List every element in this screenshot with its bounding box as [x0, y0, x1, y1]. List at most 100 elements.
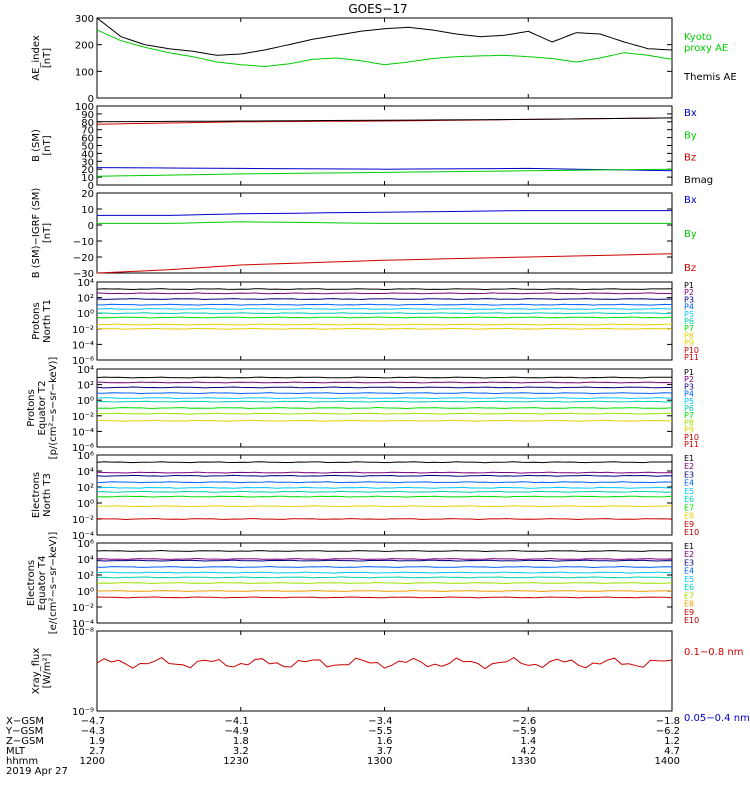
y-axis-label: AE_index[nT]	[31, 35, 53, 81]
panel-4: 10⁻⁶ 10⁻⁴ 10⁻² 10⁰ 10² 10⁴ ProtonsEquator T2[p…	[26, 357, 699, 460]
x-axis-value: −2.6	[512, 716, 536, 727]
y-tick-label: 80	[81, 118, 94, 129]
y-tick-label: 10	[81, 205, 94, 216]
y-tick-label: 10⁻²	[72, 515, 94, 526]
y-tick-label: 10²	[77, 483, 94, 494]
panel-6: 10⁻⁴ 10⁻² 10⁰ 10² 10⁴ 10⁶ ElectronsEquator T4[…	[26, 532, 699, 635]
y-tick-label: 10⁻⁴	[72, 340, 94, 351]
legend-label: P5	[684, 310, 694, 319]
series-line	[96, 292, 673, 295]
series-line	[96, 495, 673, 498]
legend-label: P11	[684, 440, 699, 449]
x-axis-value: −4.1	[224, 716, 248, 727]
y-tick-label: 10⁴	[77, 555, 94, 566]
y-tick-label: 10⁴	[77, 467, 94, 478]
x-axis-value: 1330	[511, 756, 536, 767]
series-line	[96, 298, 672, 301]
x-axis-value: 1.2	[664, 736, 680, 747]
y-tick-label: 0	[88, 94, 94, 105]
y-tick-label: 300	[75, 14, 94, 25]
figure-title: GOES−17	[348, 2, 407, 16]
series-line	[96, 461, 673, 464]
y-tick-label: 10⁰	[77, 587, 94, 598]
series-line	[96, 312, 673, 315]
series-line	[96, 288, 673, 291]
series-line	[97, 392, 673, 395]
legend-label: P2	[684, 288, 694, 297]
series-line	[96, 596, 673, 599]
series-line	[96, 486, 673, 489]
legend-label: E1	[684, 542, 694, 551]
x-axis-value: 1.4	[520, 736, 536, 747]
legend-label: Themis AE	[683, 72, 737, 83]
series-line	[96, 656, 673, 670]
y-tick-label: 10⁶	[77, 539, 94, 550]
series-line	[96, 589, 672, 593]
legend-label: E1	[684, 454, 694, 463]
y-tick-label: 0	[88, 181, 94, 192]
series-line	[96, 381, 673, 384]
y-axis-label: ProtonsNorth T1	[31, 299, 53, 343]
y-axis-label: B (SM)−IGRF (SM)[nT]	[31, 188, 53, 279]
legend-label: P1	[684, 368, 694, 377]
y-tick-label: −30	[73, 269, 94, 280]
x-axis-value: 1.9	[89, 736, 105, 747]
series-line	[96, 557, 673, 561]
x-axis-row-label: hhmm	[6, 756, 38, 767]
series-line	[96, 474, 673, 477]
legend-label: E10	[684, 528, 699, 537]
y-tick-label: 0	[88, 221, 94, 232]
x-axis-value: −5.5	[368, 726, 392, 737]
legend-label: P3	[684, 382, 694, 391]
series-line	[96, 316, 673, 319]
legend-label: P7	[684, 324, 694, 333]
y-tick-label: 60	[81, 134, 94, 145]
legend-label: E5	[684, 487, 694, 496]
legend-label: Bmag	[684, 175, 713, 186]
legend-label: E5	[684, 575, 694, 584]
panel-7: 10⁻⁹ 10⁻⁸ Xray_flux[W/m²] 0.1−0.8 nm 0.05−0.…	[31, 627, 750, 724]
series-line	[96, 571, 673, 574]
y-tick-label: 10²	[77, 571, 94, 582]
x-axis-value: 1300	[367, 756, 392, 767]
series-line	[96, 549, 673, 553]
legend-label: E8	[684, 512, 694, 521]
legend-label: P8	[684, 418, 694, 427]
y-tick-label: 20	[81, 165, 94, 176]
y-tick-label: 10⁰	[77, 499, 94, 510]
legend-label: P4	[684, 303, 694, 312]
y-tick-label: 10⁻⁶	[72, 356, 94, 367]
x-axis-value: −1.8	[656, 716, 680, 727]
legend-label: P2	[684, 375, 694, 384]
panel-frame	[96, 454, 673, 536]
legend-label: E4	[684, 567, 694, 576]
series-line	[97, 303, 673, 306]
x-axis-value: 1.6	[377, 736, 393, 747]
series-line	[96, 167, 673, 172]
x-axis-row-label: Y−GSM	[5, 726, 43, 737]
x-axis-value: 3.7	[377, 746, 393, 757]
x-axis-value: −3.4	[368, 716, 392, 727]
x-axis-value: −4.9	[224, 726, 248, 737]
x-axis-value: 4.2	[520, 746, 536, 757]
y-tick-label: 10⁻²	[72, 325, 94, 336]
legend-label: E3	[684, 470, 694, 479]
legend-label: P10	[684, 433, 699, 442]
y-tick-label: −20	[73, 253, 94, 264]
legend-label: E8	[684, 600, 694, 609]
y-tick-label: 10²	[77, 381, 94, 392]
y-tick-label: 90	[81, 110, 94, 121]
y-tick-label: 10⁻⁴	[72, 531, 94, 542]
legend-label: E9	[684, 608, 694, 617]
y-tick-label: 10⁴	[77, 278, 94, 289]
y-tick-label: 10⁴	[77, 365, 94, 376]
legend-label: P11	[684, 353, 699, 362]
legend-label: E2	[684, 462, 694, 471]
x-axis-value: −4.3	[81, 726, 105, 737]
y-tick-label: 10⁻⁸	[72, 627, 94, 638]
panel-frame	[96, 630, 673, 712]
y-tick-label: 100	[75, 67, 94, 78]
